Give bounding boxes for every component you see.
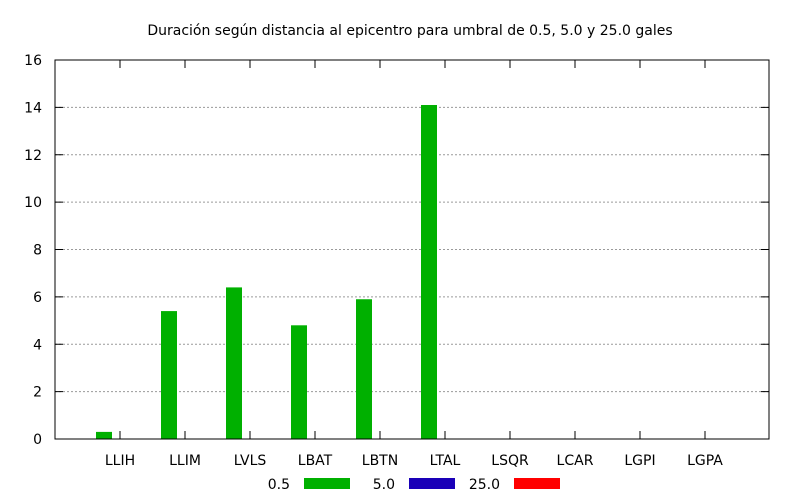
legend-swatch [304, 478, 350, 489]
x-axis-ticks: LLIH LLIM LVLS LBAT LBTN LTAL LSQR LCAR LGPI LGPA [105, 60, 723, 469]
bar-lvls-series-0 [226, 287, 242, 439]
legend-swatch [514, 478, 560, 489]
y-tick-label: 6 [33, 290, 42, 306]
y-tick-label: 12 [24, 148, 42, 164]
y-tick-label: 4 [33, 337, 42, 353]
x-tick-label: LSQR [491, 453, 529, 469]
x-tick-label: LCAR [557, 453, 594, 469]
y-tick-label: 8 [33, 243, 42, 259]
bar-ltal-series-0 [421, 105, 437, 439]
x-tick-label: LBAT [298, 453, 333, 469]
y-tick-label: 10 [24, 195, 42, 211]
bar-llim-series-0 [161, 311, 177, 439]
y-tick-label: 16 [24, 53, 42, 69]
x-tick-label: LGPI [624, 453, 655, 469]
legend-label: 0.5 [268, 477, 290, 493]
bars [96, 105, 437, 439]
chart-title: Duración según distancia al epicentro pa… [147, 23, 672, 39]
legend: 0.5 5.0 25.0 [268, 477, 560, 493]
bar-lbtn-series-0 [356, 299, 372, 439]
y-tick-label: 2 [33, 385, 42, 401]
y-tick-label: 14 [24, 100, 42, 116]
x-tick-label: LGPA [687, 453, 723, 469]
x-tick-label: LLIM [169, 453, 201, 469]
bar-llih-series-0 [96, 431, 112, 439]
legend-label: 25.0 [469, 477, 500, 493]
legend-label: 5.0 [373, 477, 395, 493]
x-tick-label: LVLS [234, 453, 267, 469]
grid-lines [55, 106, 769, 393]
y-axis-ticks: 0 2 4 6 8 10 12 14 16 [24, 53, 769, 448]
legend-swatch [409, 478, 455, 489]
x-tick-label: LTAL [430, 453, 461, 469]
x-tick-label: LLIH [105, 453, 135, 469]
x-tick-label: LBTN [362, 453, 398, 469]
y-tick-label: 0 [33, 432, 42, 448]
bar-lbat-series-0 [291, 325, 307, 439]
